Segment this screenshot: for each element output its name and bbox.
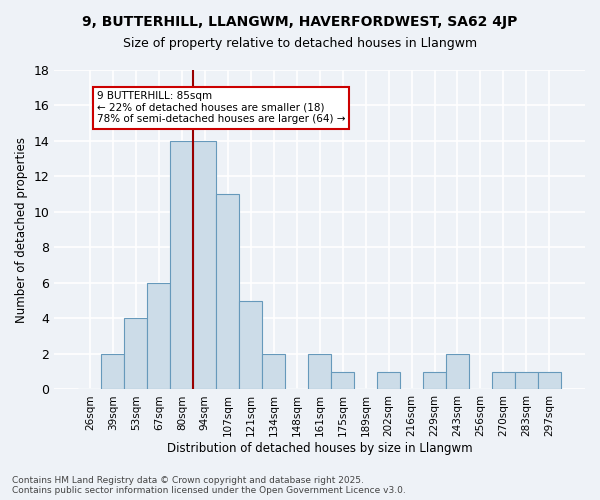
- Bar: [239, 300, 262, 390]
- Bar: [331, 372, 354, 390]
- Bar: [193, 141, 216, 390]
- Bar: [515, 372, 538, 390]
- Bar: [492, 372, 515, 390]
- Bar: [377, 372, 400, 390]
- Y-axis label: Number of detached properties: Number of detached properties: [15, 136, 28, 322]
- Bar: [170, 141, 193, 390]
- Bar: [101, 354, 124, 390]
- Bar: [262, 354, 285, 390]
- Bar: [538, 372, 561, 390]
- Bar: [148, 283, 170, 390]
- Text: 9 BUTTERHILL: 85sqm
← 22% of detached houses are smaller (18)
78% of semi-detach: 9 BUTTERHILL: 85sqm ← 22% of detached ho…: [97, 92, 345, 124]
- Bar: [446, 354, 469, 390]
- Text: Contains HM Land Registry data © Crown copyright and database right 2025.
Contai: Contains HM Land Registry data © Crown c…: [12, 476, 406, 495]
- X-axis label: Distribution of detached houses by size in Llangwm: Distribution of detached houses by size …: [167, 442, 472, 455]
- Text: 9, BUTTERHILL, LLANGWM, HAVERFORDWEST, SA62 4JP: 9, BUTTERHILL, LLANGWM, HAVERFORDWEST, S…: [82, 15, 518, 29]
- Bar: [124, 318, 148, 390]
- Text: Size of property relative to detached houses in Llangwm: Size of property relative to detached ho…: [123, 38, 477, 51]
- Bar: [308, 354, 331, 390]
- Bar: [423, 372, 446, 390]
- Bar: [216, 194, 239, 390]
